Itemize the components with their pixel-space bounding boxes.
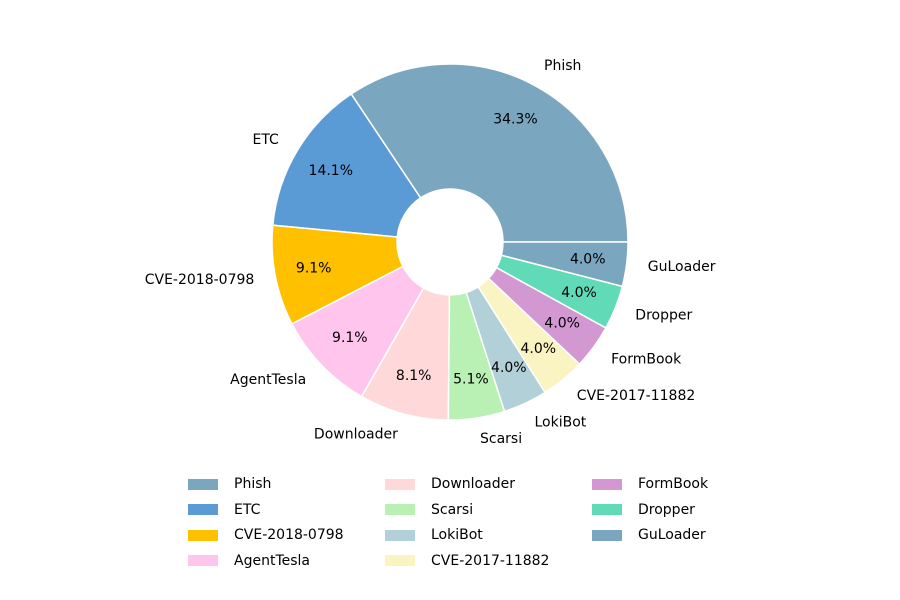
percent-label-etc: 14.1% (309, 163, 353, 179)
slice-etc (271, 92, 422, 238)
percent-label-downloader: 8.1% (396, 368, 432, 384)
legend-label: Dropper (638, 501, 695, 518)
category-label-lokibot: LokiBot (534, 415, 586, 431)
legend-item-phish: Phish (188, 474, 271, 494)
slices-group (271, 63, 629, 421)
category-label-dropper: Dropper (635, 308, 692, 324)
legend: Phish ETC CVE-2018-0798 AgentTesla Downloade… (188, 474, 748, 584)
category-label-cve-2017-11882: CVE-2017-11882 (577, 388, 695, 404)
legend-swatch (592, 478, 622, 490)
percent-label-scarsi: 5.1% (453, 371, 489, 387)
category-label-formbook: FormBook (611, 351, 682, 367)
category-label-scarsi: Scarsi (480, 431, 522, 447)
percent-label-cve-2018-0798: 9.1% (296, 260, 332, 276)
legend-label: FormBook (638, 476, 709, 492)
legend-swatch (385, 504, 415, 515)
percent-label-phish: 34.3% (493, 112, 537, 128)
percent-label-lokibot: 4.0% (491, 360, 527, 376)
legend-label: LokiBot (431, 527, 483, 543)
category-label-etc: ETC (252, 132, 279, 148)
percent-labels-group: 34.3%14.1%9.1%9.1%8.1% 5.1%4.0%4.0%4.0%4.… (296, 112, 606, 388)
legend-label: AgentTesla (234, 552, 310, 569)
legend-swatch (385, 478, 415, 490)
legend-label: CVE-2017-11882 (431, 552, 550, 569)
legend-swatch (188, 504, 218, 515)
percent-label-formbook: 4.0% (544, 316, 580, 332)
category-label-guloader: GuLoader (648, 259, 716, 275)
legend-label: Phish (234, 476, 272, 492)
legend-label: GuLoader (638, 527, 706, 543)
category-label-downloader: Downloader (314, 426, 398, 442)
percent-label-dropper: 4.0% (561, 285, 597, 301)
legend-item-downloader: Downloader (385, 474, 515, 494)
legend-swatch (188, 478, 218, 490)
legend-swatch (188, 529, 218, 541)
category-label-agenttesla: AgentTesla (230, 372, 306, 388)
legend-item-guloader: GuLoader (592, 525, 706, 545)
legend-swatch (592, 529, 622, 541)
legend-item-formbook: FormBook (592, 474, 708, 494)
legend-swatch (188, 555, 218, 566)
legend-item-cve-2017-11882: CVE-2017-11882 (385, 551, 549, 571)
legend-swatch (385, 529, 415, 541)
legend-item-scarsi: Scarsi (385, 500, 473, 520)
percent-label-cve-2017-11882: 4.0% (521, 341, 557, 357)
legend-item-agenttesla: AgentTesla (188, 551, 310, 571)
legend-item-cve-2018-0798: CVE-2018-0798 (188, 525, 344, 545)
legend-swatch (385, 555, 415, 566)
legend-item-lokibot: LokiBot (385, 525, 483, 545)
legend-label: ETC (234, 501, 261, 518)
legend-label: Downloader (431, 476, 515, 492)
legend-label: CVE-2018-0798 (234, 527, 344, 543)
legend-item-etc: ETC (188, 500, 260, 520)
legend-label: Scarsi (431, 501, 474, 518)
category-label-cve-2018-0798: CVE-2018-0798 (145, 272, 255, 288)
category-label-phish: Phish (544, 58, 581, 74)
percent-label-guloader: 4.0% (570, 251, 606, 267)
legend-item-dropper: Dropper (592, 500, 695, 520)
percent-label-agenttesla: 9.1% (332, 330, 368, 346)
slice-guloader (500, 241, 629, 288)
category-labels-group: Phish ETC CVE-2018-0798 AgentTesla Downloade… (145, 58, 716, 447)
legend-swatch (592, 504, 622, 515)
